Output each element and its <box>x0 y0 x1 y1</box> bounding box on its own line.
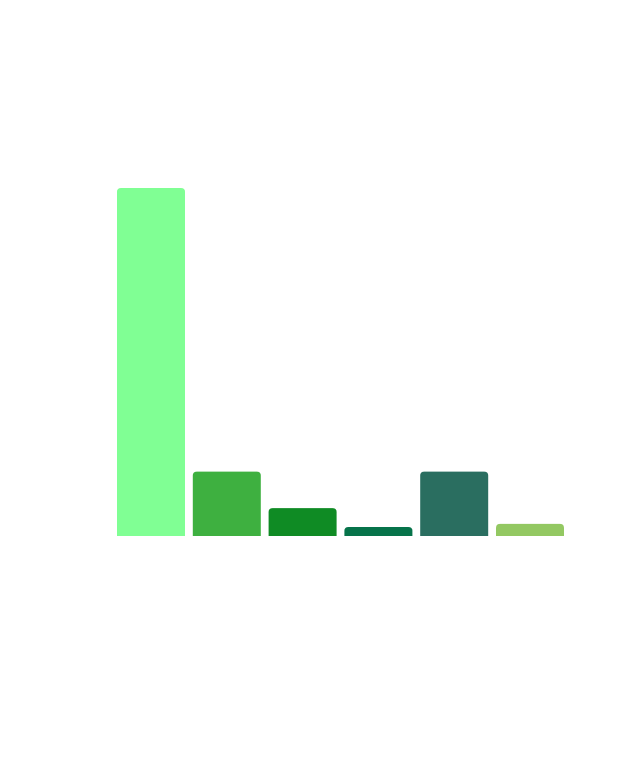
bar-series <box>117 188 564 536</box>
bar-3 <box>268 508 337 536</box>
bar-2 <box>192 471 261 536</box>
bar-4 <box>344 526 413 536</box>
bar-5 <box>420 471 489 536</box>
bar-6 <box>496 523 564 536</box>
bar-1 <box>117 188 185 536</box>
